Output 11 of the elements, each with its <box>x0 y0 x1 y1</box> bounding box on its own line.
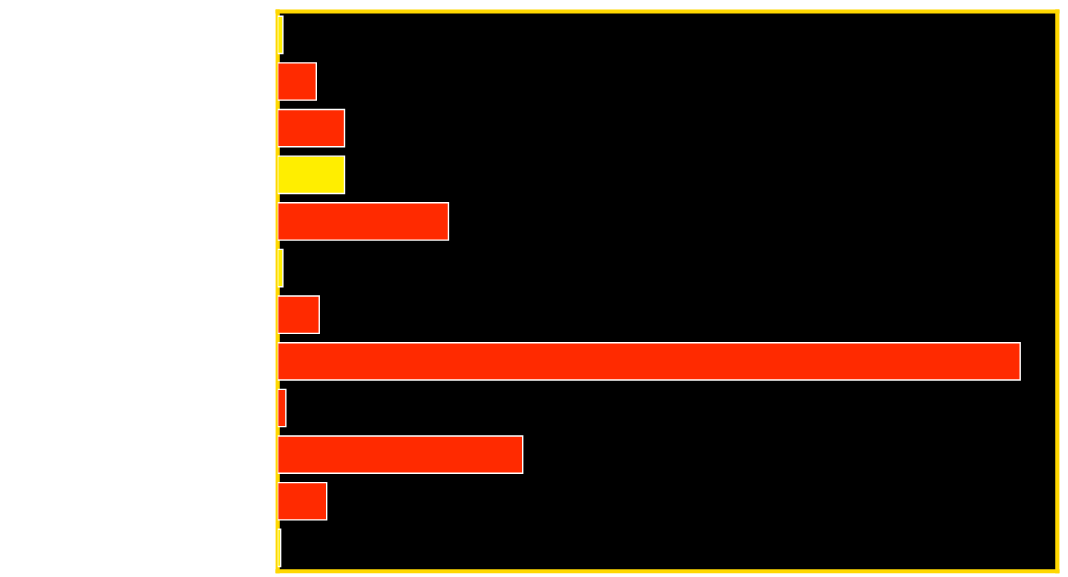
bar <box>277 481 328 521</box>
bar <box>277 341 1021 381</box>
bar <box>277 15 284 55</box>
bar <box>277 155 346 195</box>
bar <box>277 108 346 148</box>
bar <box>277 248 284 288</box>
bar <box>277 435 524 474</box>
bar <box>277 202 450 241</box>
bar <box>277 62 317 101</box>
bar <box>277 388 287 428</box>
bar <box>277 295 320 335</box>
